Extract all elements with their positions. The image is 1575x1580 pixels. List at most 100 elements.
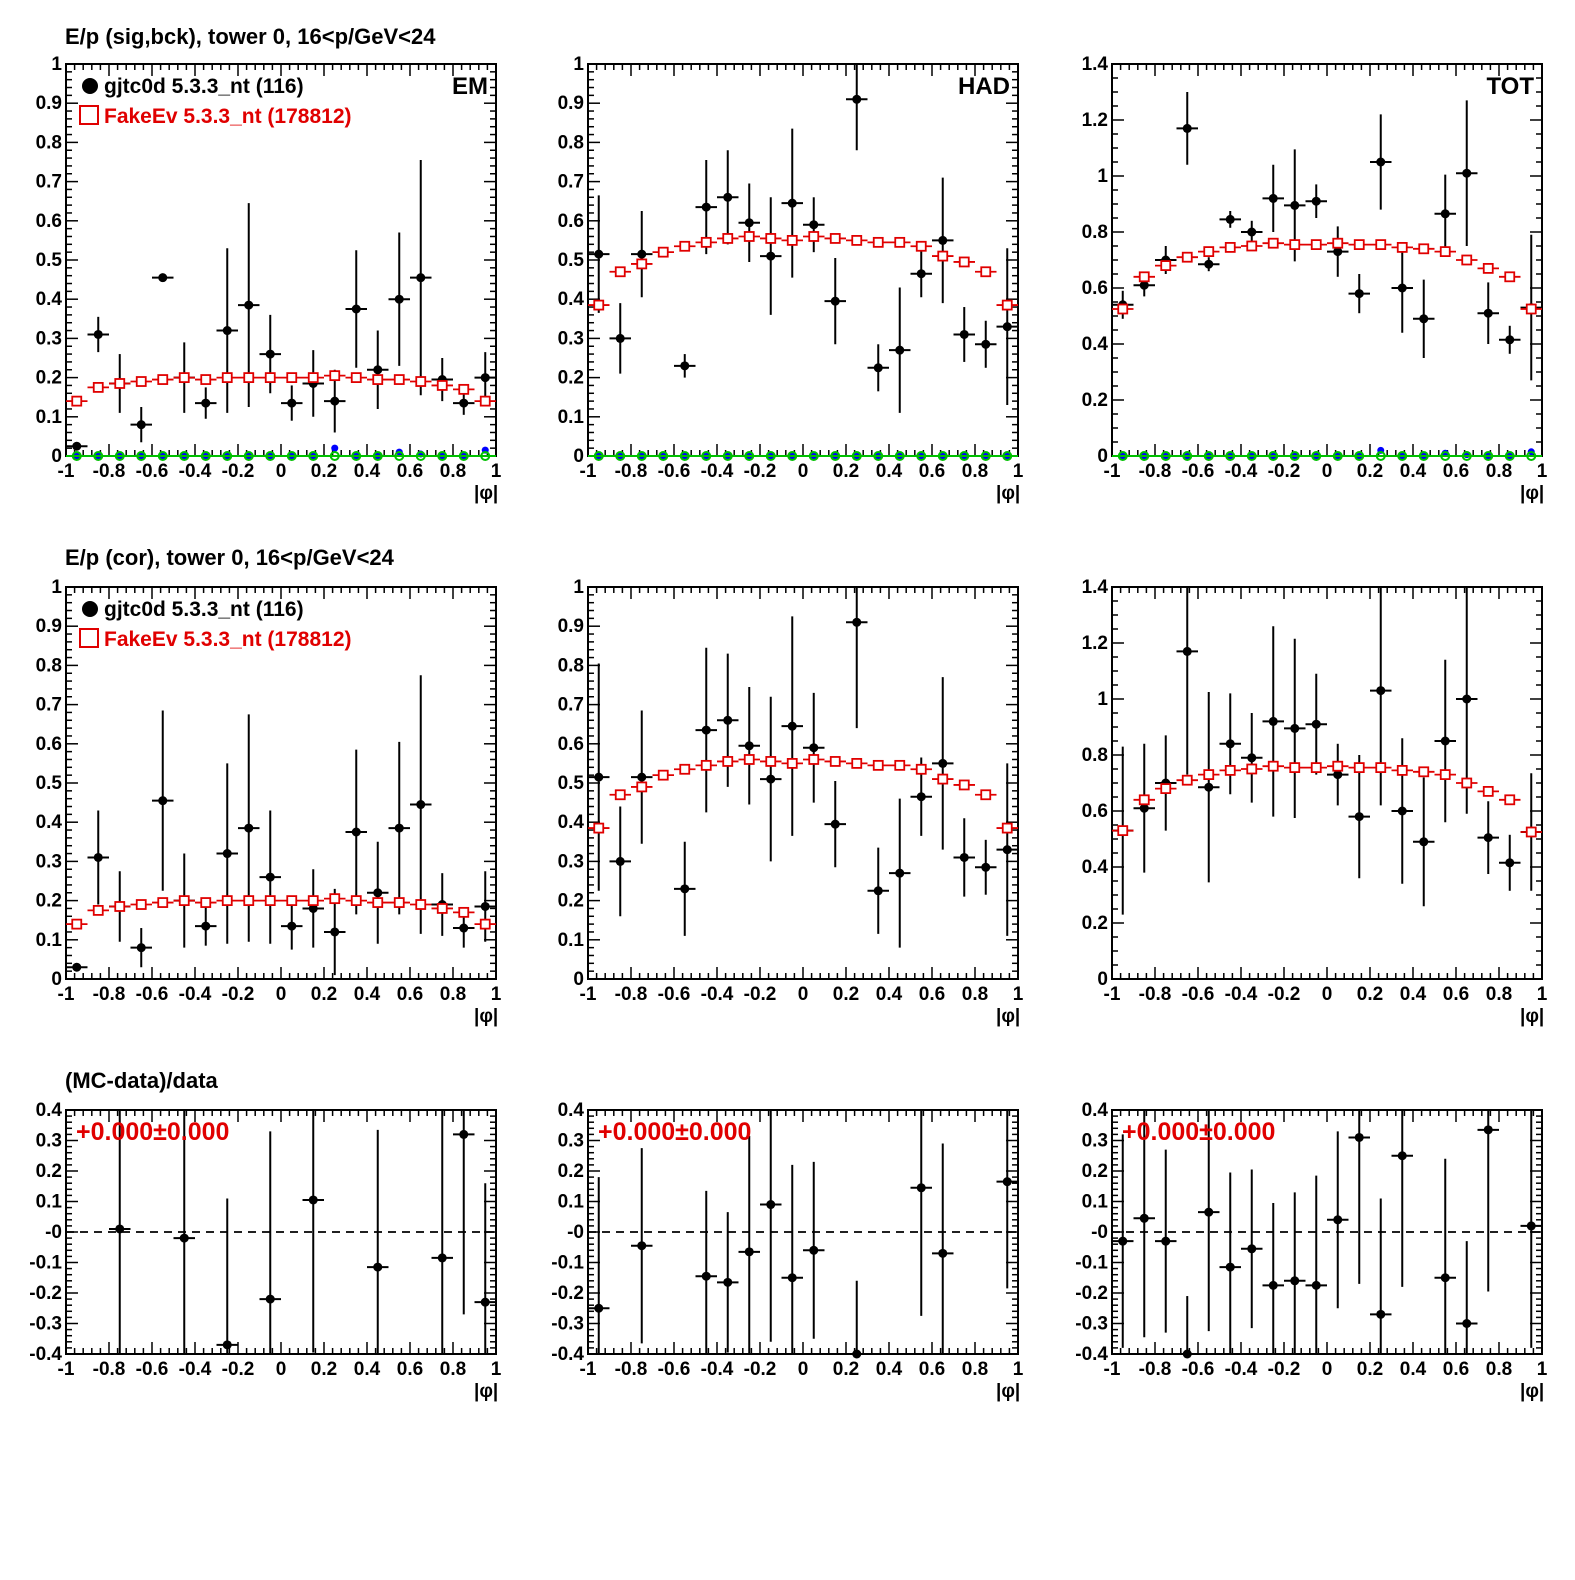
y-tick-label: 0 [1097,446,1108,467]
x-tick-label: 1 [491,461,502,482]
mc-marker [114,378,126,389]
y-tick-label: -0 [1091,1222,1108,1243]
x-tick-label: 0.6 [397,984,423,1005]
data-point [287,921,297,931]
mc-marker [1461,777,1473,789]
x-tick-label: 0.2 [1357,984,1383,1005]
x-tick-label: 0.8 [440,984,466,1005]
data-point [916,269,926,279]
data-point [1225,739,1235,749]
y-tick-label: 1 [51,54,62,75]
x-tick-label: -0.2 [1268,461,1301,482]
legend-data-marker [82,601,98,617]
mc-marker [894,236,906,248]
row-title-sig-bck: E/p (sig,bck), tower 0, 16<p/GeV<24 [65,24,436,49]
x-tick-label: 0 [1322,461,1333,482]
x-tick-label: 0.4 [1400,1359,1427,1380]
x-tick-label: -0.2 [1268,1359,1301,1380]
mc-marker [743,231,755,242]
mc-marker [393,374,405,385]
mc-marker [1203,769,1215,780]
y-tick-label: 1 [573,54,584,75]
data-point [201,398,211,408]
y-tick-label: -0 [567,1222,584,1243]
data-point [895,345,905,355]
data-point [1139,1213,1149,1223]
y-tick-label: 0.3 [558,1131,584,1152]
data-point [136,420,146,430]
mc-marker [157,374,169,385]
data-point [308,1195,318,1205]
y-tick-label: 0.9 [36,93,62,114]
x-tick-label: -0.6 [658,461,691,482]
y-tick-label: -0.2 [1075,1283,1108,1304]
mc-marker [593,299,605,311]
mc-marker [92,381,104,393]
mc-marker [479,918,491,930]
data-point [1397,1151,1407,1161]
mc-marker [1310,762,1322,773]
x-tick-label: -0.8 [93,1359,126,1380]
x-axis-label: |φ| [1520,483,1544,504]
data-point [1397,283,1407,293]
row-title-cor: E/p (cor), tower 0, 16<p/GeV<24 [65,545,395,570]
mc-marker [1001,822,1013,834]
y-tick-label: 0.4 [36,1100,63,1121]
data-point [809,220,819,230]
y-tick-label: -0.1 [551,1253,584,1274]
x-axis-label: |φ| [996,1006,1020,1027]
y-tick-label: 0.2 [558,1161,584,1182]
y-tick-label: 0.9 [558,93,584,114]
mc-marker [436,380,448,391]
mc-marker [286,895,298,906]
y-tick-label: 0.1 [558,407,585,428]
mc-marker [157,897,169,908]
y-tick-label: 0.8 [1082,222,1108,243]
data-point [787,198,797,208]
legend: gjtc0d 5.3.3_nt (116) FakeEv 5.3.3_nt (17… [79,75,352,128]
y-tick-label: 0.6 [558,734,584,755]
y-tick-label: -0.3 [29,1314,62,1335]
y-tick-label: 0.4 [558,289,585,310]
y-tick-label: -0.4 [551,1344,584,1365]
y-tick-label: 0.7 [558,695,584,716]
mc-marker [958,256,970,268]
series-mc [1112,237,1542,315]
mc-marker [1525,826,1537,838]
series-data [588,1110,1018,1359]
x-tick-label: -0.6 [658,1359,691,1380]
y-tick-label: 0.2 [1082,1161,1108,1182]
y-tick-label: -0.4 [29,1344,62,1365]
series-data [588,64,1018,413]
ratio-summary-label: +0.000±0.000 [598,1118,751,1146]
data-point [373,365,383,375]
mc-marker [350,895,362,906]
x-axis-label: |φ| [474,1006,498,1027]
data-point [330,396,340,406]
x-tick-label: 0.4 [1400,984,1427,1005]
y-tick-label: 1 [51,577,62,598]
mc-marker [1224,765,1236,776]
data-point [873,363,883,373]
data-point [1247,753,1257,763]
x-tick-label: -0.6 [136,984,169,1005]
data-point [1462,694,1472,704]
data-point [723,192,733,202]
legend-data-label: gjtc0d 5.3.3_nt (116) [104,598,304,621]
x-tick-label: -0.2 [1268,984,1301,1005]
mc-marker [221,372,233,384]
x-tick-label: 0.8 [1486,984,1512,1005]
data-point [1462,1319,1472,1328]
x-tick-label: -0.6 [658,984,691,1005]
data-point [594,249,604,259]
x-tick-label: 1 [491,984,502,1005]
data-point [594,1303,604,1313]
data-point [1333,247,1343,257]
mc-marker [393,897,405,908]
x-tick-label: -1 [580,461,597,482]
data-point [287,398,297,408]
data-point [1139,280,1149,290]
mc-marker [1289,239,1301,251]
panel-cor-tot: -1 -0.8 -0.6 -0.4 -0.2 0 0.2 0.4 0.6 0.8 1|φ|00.20… [1082,577,1548,1027]
data-point [1225,1262,1235,1272]
